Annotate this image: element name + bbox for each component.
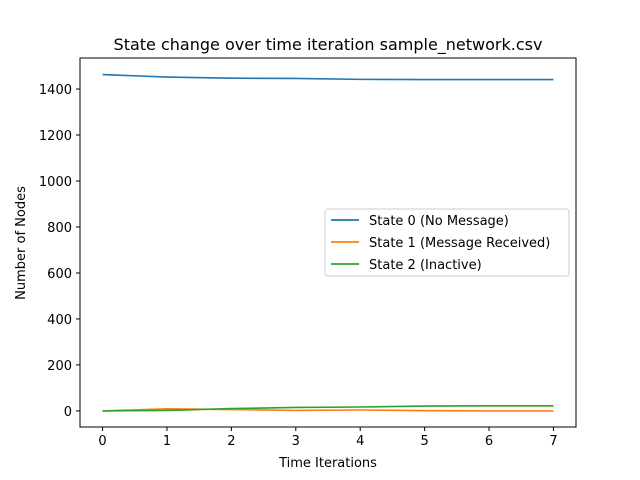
x-tick-label: 4: [356, 434, 364, 449]
axes-frame: [79, 57, 577, 428]
x-tick-label: 3: [292, 434, 300, 449]
y-tick-label: 200: [47, 359, 72, 374]
y-tick-label: 1400: [39, 83, 72, 98]
legend-box: [324, 208, 570, 277]
y-tick-label: 400: [47, 313, 72, 328]
series-line-0: [102, 73, 554, 81]
y-tick-label: 600: [47, 267, 72, 282]
series-line-2: [102, 405, 554, 412]
plot-area: [102, 73, 554, 412]
y-axis: 0 200 400 600 800 1000 1200 1400: [39, 83, 80, 420]
legend-label-2: State 2 (Inactive): [369, 258, 482, 273]
legend-label-0: State 0 (No Message): [369, 214, 509, 229]
x-axis-label: Time Iterations: [278, 456, 377, 471]
x-tick-label: 7: [549, 434, 557, 449]
chart-title: State change over time iteration sample_…: [114, 35, 543, 55]
x-tick-label: 0: [98, 434, 106, 449]
y-tick-label: 800: [47, 221, 72, 236]
y-tick-label: 1200: [39, 129, 72, 144]
x-tick-label: 5: [420, 434, 428, 449]
y-tick-label: 1000: [39, 175, 72, 190]
series-line-1: [102, 408, 554, 412]
legend-label-1: State 1 (Message Received): [369, 236, 550, 251]
x-axis: 0 1 2 3 4 5 6 7: [98, 427, 558, 449]
x-tick-label: 2: [227, 434, 235, 449]
x-tick-label: 6: [485, 434, 493, 449]
y-tick-label: 0: [64, 405, 72, 420]
y-axis-label: Number of Nodes: [14, 186, 29, 300]
legend: State 0 (No Message) State 1 (Message Rec…: [324, 208, 570, 277]
x-tick-label: 1: [163, 434, 171, 449]
